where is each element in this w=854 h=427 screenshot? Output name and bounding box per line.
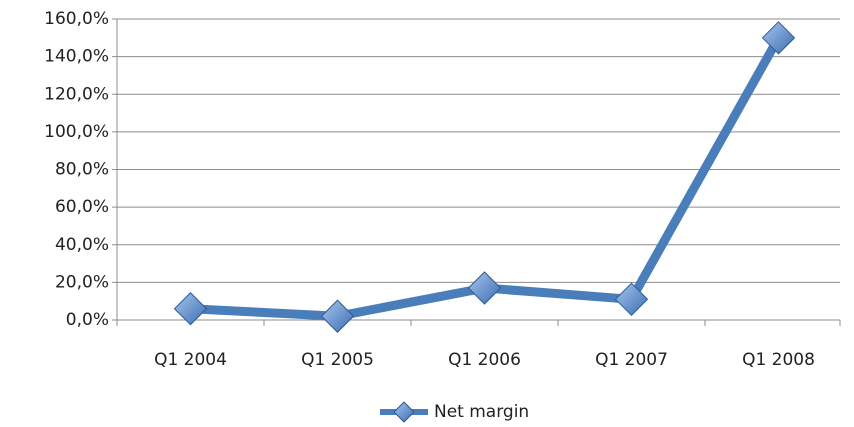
marker [761,21,796,55]
y-tick-label: 140,0% [44,47,109,67]
legend-marker [393,401,415,423]
x-tick-label: Q1 2007 [595,350,668,370]
y-tick-label: 0,0% [66,310,109,330]
x-tick-label: Q1 2008 [742,350,815,370]
marker [173,292,208,326]
y-tick-label: 60,0% [55,197,109,217]
x-tick-label: Q1 2005 [301,350,374,370]
y-tick-label: 100,0% [44,122,109,142]
marker [614,282,649,317]
legend-label: Net margin [434,402,529,422]
y-tick-label: 80,0% [55,160,109,180]
x-tick-label: Q1 2004 [154,350,227,370]
y-tick-label: 160,0% [44,9,109,29]
y-tick-label: 40,0% [55,235,109,255]
y-tick-label: 120,0% [44,84,109,104]
marker [320,299,355,333]
x-tick-label: Q1 2006 [448,350,521,370]
marker [467,271,502,305]
y-tick-label: 20,0% [55,272,109,292]
